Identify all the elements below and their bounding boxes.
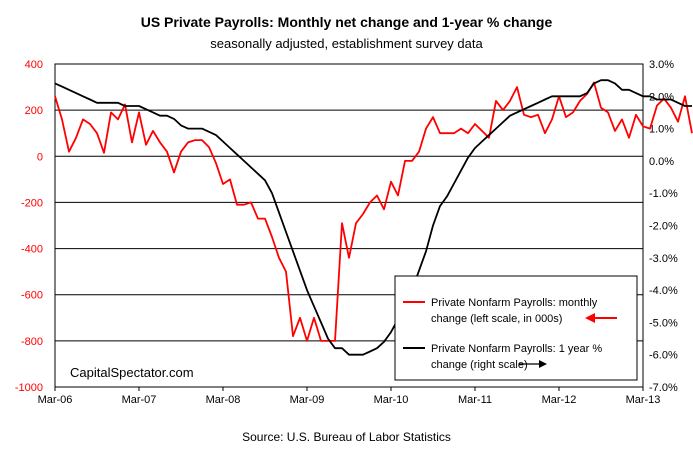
legend-arrow-head — [585, 313, 595, 323]
chart-subtitle: seasonally adjusted, establishment surve… — [210, 36, 483, 51]
legend-label: Private Nonfarm Payrolls: 1 year % — [431, 343, 602, 355]
right-axis-tick-label: -2.0% — [649, 221, 678, 233]
left-axis-tick-label: -800 — [21, 336, 43, 348]
right-axis-tick-label: 1.0% — [649, 124, 674, 136]
legend-box — [394, 275, 638, 381]
x-tick-label: Mar-12 — [542, 394, 577, 406]
left-axis-tick-label: -600 — [21, 290, 43, 302]
legend-label: change (right scale) — [431, 359, 528, 371]
watermark-text: CapitalSpectator.com — [70, 365, 194, 380]
left-axis-tick-label: 400 — [25, 59, 43, 71]
x-tick-label: Mar-09 — [290, 394, 325, 406]
right-axis-tick-label: -5.0% — [649, 317, 678, 329]
left-axis-tick-label: -1000 — [15, 382, 43, 394]
x-tick-label: Mar-13 — [626, 394, 661, 406]
plot-frame — [54, 63, 644, 388]
legend-arrow-head — [539, 360, 547, 368]
x-tick-label: Mar-08 — [206, 394, 241, 406]
chart-source: Source: U.S. Bureau of Labor Statistics — [242, 430, 451, 444]
series-line-monthly-change — [54, 81, 693, 342]
legend-label: Private Nonfarm Payrolls: monthly — [431, 297, 598, 309]
right-axis-tick-label: -4.0% — [649, 285, 678, 297]
x-tick-label: Mar-11 — [458, 394, 492, 406]
right-axis-tick-label: 0.0% — [649, 156, 674, 168]
right-axis-tick-label: -7.0% — [649, 382, 678, 394]
x-tick-label: Mar-07 — [122, 394, 157, 406]
series-line-yoy-change — [54, 79, 692, 356]
right-axis-tick-label: -1.0% — [649, 188, 678, 200]
x-tick-label: Mar-06 — [38, 394, 73, 406]
x-tick-label: Mar-10 — [374, 394, 409, 406]
left-axis-tick-label: 0 — [37, 151, 43, 163]
left-axis-tick-label: 200 — [25, 105, 43, 117]
left-axis-tick-label: -400 — [21, 244, 43, 256]
right-axis-tick-label: 3.0% — [649, 59, 674, 71]
chart-title: US Private Payrolls: Monthly net change … — [140, 14, 553, 30]
right-axis-tick-label: -3.0% — [649, 253, 678, 265]
left-axis-tick-label: -200 — [21, 197, 43, 209]
right-axis-tick-label: -6.0% — [649, 350, 678, 362]
legend-label: change (left scale, in 000s) — [431, 313, 562, 325]
